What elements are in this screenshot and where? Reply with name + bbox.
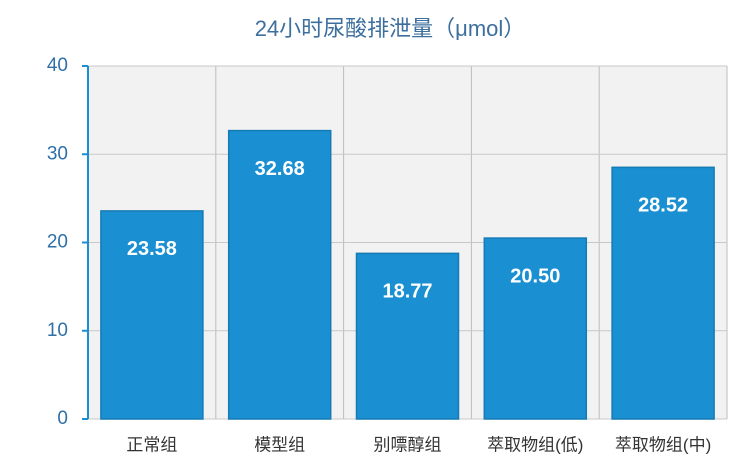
- x-tick-label: 正常组: [126, 435, 177, 454]
- bar: [355, 252, 460, 420]
- chart-title: 24小时尿酸排泄量（μmol）: [255, 16, 526, 41]
- y-tick-label: 30: [47, 143, 68, 164]
- value-label: 32.68: [255, 158, 305, 180]
- bar: [100, 210, 204, 420]
- y-tick-label: 20: [47, 232, 68, 253]
- value-label: 18.77: [382, 281, 432, 303]
- bar: [611, 166, 715, 420]
- y-tick-label: 40: [47, 55, 68, 76]
- x-tick-label: 别嘌醇组: [374, 435, 442, 454]
- y-tick-label: 10: [47, 320, 68, 341]
- value-label: 28.52: [638, 195, 688, 217]
- value-label: 20.50: [510, 265, 560, 287]
- value-label: 23.58: [127, 238, 177, 260]
- bar: [227, 129, 332, 420]
- x-tick-label: 模型组: [254, 435, 305, 454]
- y-tick-label: 0: [57, 408, 68, 429]
- bar: [483, 237, 588, 420]
- x-tick-label: 萃取物组(低): [487, 435, 583, 454]
- x-tick-label: 萃取物组(中): [615, 435, 711, 454]
